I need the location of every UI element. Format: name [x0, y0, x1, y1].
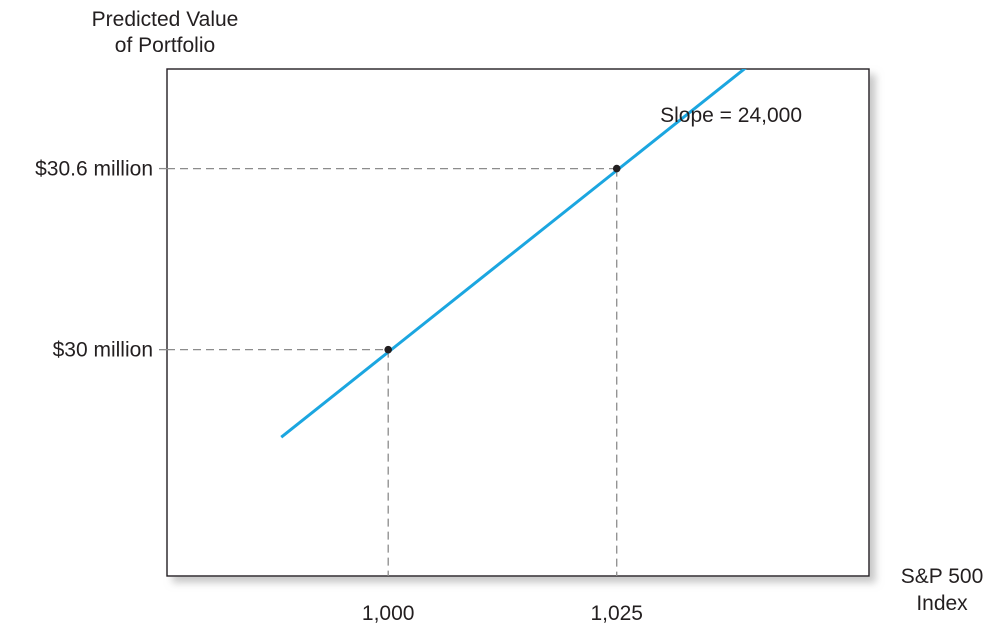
- y-tick-label-1: $30.6 million: [35, 158, 153, 181]
- y-axis-title-line-1: Predicted Value: [92, 8, 239, 31]
- y-axis-title-line-2: of Portfolio: [115, 34, 215, 57]
- series: [280, 69, 747, 439]
- x-axis-title-line-2: Index: [916, 592, 968, 615]
- plot-frame: [166, 68, 870, 577]
- tick-labels: $30 million 1,000 $30.6 million 1,025: [35, 158, 643, 625]
- data-points: [384, 164, 621, 354]
- guide-lines: [167, 167, 618, 576]
- x-tick-label-0: 1,000: [362, 602, 415, 625]
- data-point-0: [384, 345, 393, 354]
- data-point-1: [612, 164, 621, 173]
- x-axis-title-line-1: S&P 500: [901, 565, 984, 588]
- slope-annotation: Slope = 24,000: [660, 104, 802, 127]
- x-tick-label-1: 1,025: [590, 602, 643, 625]
- portfolio-value-line: [280, 69, 747, 439]
- y-tick-label-0: $30 million: [53, 339, 153, 362]
